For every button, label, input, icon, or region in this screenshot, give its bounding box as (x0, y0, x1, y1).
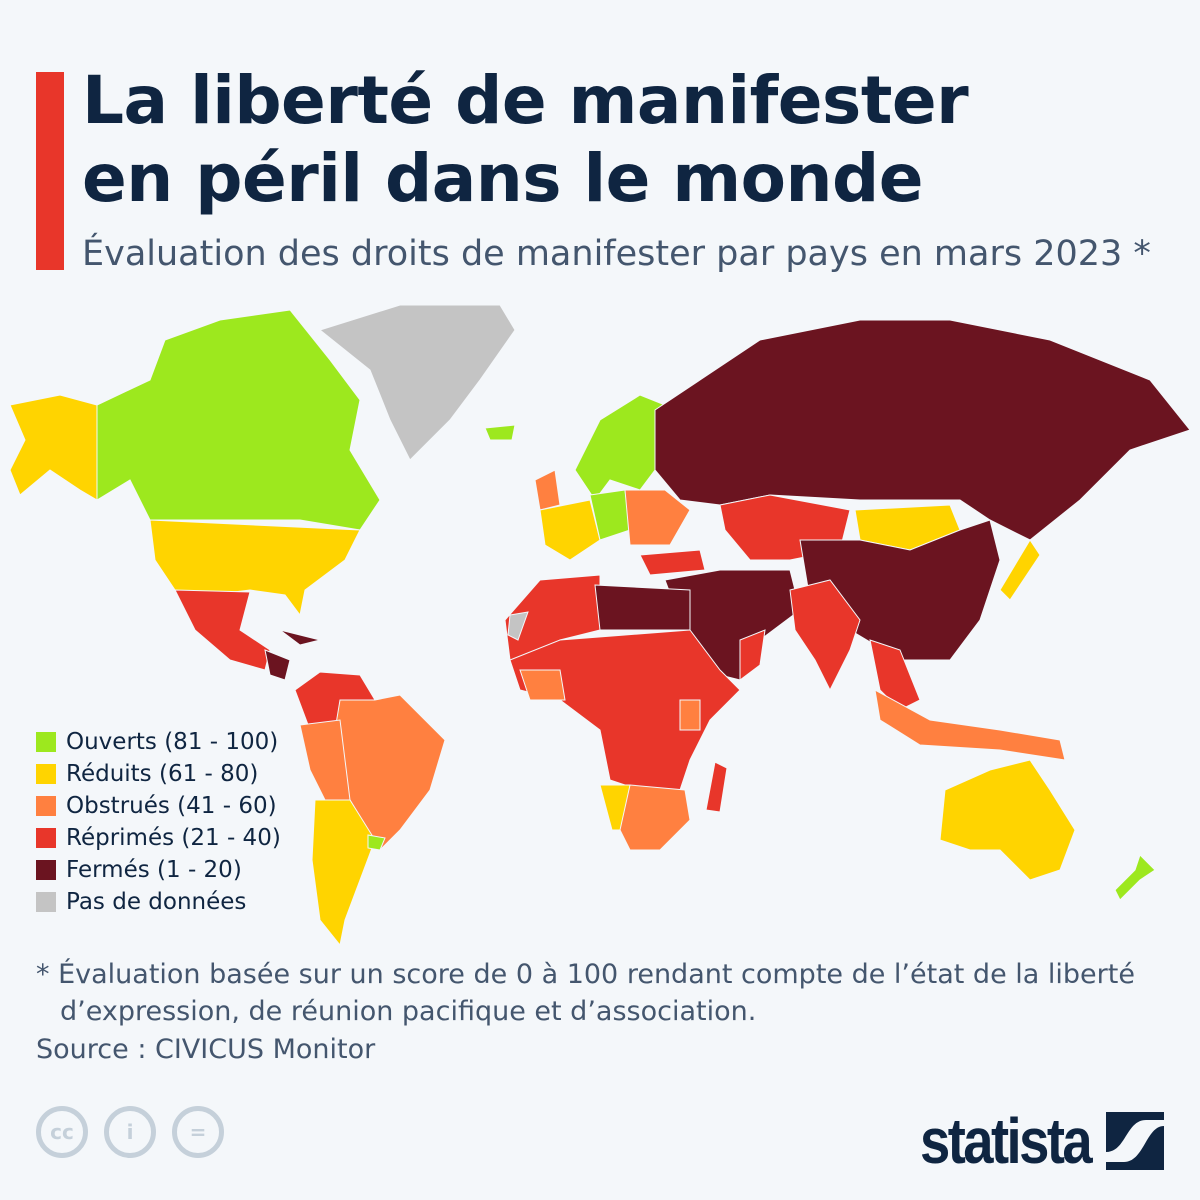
region-argentina-chile (311, 799, 376, 947)
region-uruguay (367, 834, 386, 851)
legend-label: Fermés (1 - 20) (66, 857, 242, 883)
region-southeast-asia (869, 639, 921, 711)
world-map (9, 304, 1191, 947)
page-title: La liberté de manifester en péril dans l… (82, 62, 969, 218)
legend-item-reprimes: Réprimés (21 - 40) (36, 822, 281, 854)
region-japan (999, 539, 1041, 601)
legend-swatch (36, 732, 56, 752)
legend-swatch (36, 892, 56, 912)
legend-item-reduits: Réduits (61 - 80) (36, 758, 281, 790)
legend-label: Ouverts (81 - 100) (66, 729, 279, 755)
region-iceland (484, 424, 516, 441)
title-line-1: La liberté de manifester (82, 62, 969, 139)
region-madagascar (705, 761, 728, 813)
region-central-africa (509, 629, 741, 791)
brand-name: statista (919, 1105, 1093, 1177)
region-greenland (318, 304, 516, 461)
region-western-sahara (507, 611, 529, 641)
legend-item-obstrues: Obstrués (41 - 60) (36, 790, 281, 822)
region-libya-egypt (594, 584, 691, 631)
cc-icon[interactable]: cc (36, 1106, 88, 1158)
region-canada (96, 309, 381, 531)
legend-swatch (36, 796, 56, 816)
accent-bar (36, 72, 64, 270)
region-scandinavia (574, 394, 666, 501)
legend-label: Réprimés (21 - 40) (66, 825, 281, 851)
region-western-europe (539, 499, 601, 561)
region-alaska (9, 394, 98, 501)
legend-swatch (36, 828, 56, 848)
legend-swatch (36, 860, 56, 880)
legend-label: Obstrués (41 - 60) (66, 793, 277, 819)
statista-mark-icon (1106, 1112, 1164, 1170)
legend-label: Réduits (61 - 80) (66, 761, 259, 787)
legend-item-ouverts: Ouverts (81 - 100) (36, 726, 281, 758)
region-mexico (174, 589, 271, 671)
legend-item-fermes: Fermés (1 - 20) (36, 854, 281, 886)
region-turkey (639, 549, 706, 576)
no-derivatives-icon[interactable]: = (172, 1106, 224, 1158)
legend-item-no-data: Pas de données (36, 886, 281, 918)
subtitle: Évaluation des droits de manifester par … (82, 234, 1151, 274)
region-eastern-europe (624, 489, 691, 546)
license-icons: cc i = (36, 1106, 224, 1158)
region-central-america (264, 649, 291, 681)
region-australia (939, 759, 1076, 881)
title-line-2: en péril dans le monde (82, 140, 924, 217)
footnote: * Évaluation basée sur un score de 0 à 1… (36, 956, 1135, 1030)
statista-logo[interactable]: statista (890, 1104, 1164, 1178)
source: Source : CIVICUS Monitor (36, 1034, 376, 1065)
region-indonesia-philippines (874, 689, 1066, 761)
region-southern-africa (619, 784, 691, 851)
region-west-africa-orange (519, 669, 566, 701)
legend-swatch (36, 764, 56, 784)
legend-label: Pas de données (66, 889, 247, 915)
attribution-icon[interactable]: i (104, 1106, 156, 1158)
region-india (789, 579, 861, 692)
region-oman-yemen (739, 629, 766, 681)
region-cuba (279, 629, 321, 646)
region-new-zealand (1114, 854, 1156, 901)
legend: Ouverts (81 - 100) Réduits (61 - 80) Obs… (36, 726, 281, 918)
region-east-africa-orange (679, 699, 701, 731)
footnote-line-1: * Évaluation basée sur un score de 0 à 1… (36, 959, 1135, 990)
footnote-line-2: d’expression, de réunion pacifique et d’… (60, 996, 757, 1027)
region-uk (534, 469, 561, 511)
